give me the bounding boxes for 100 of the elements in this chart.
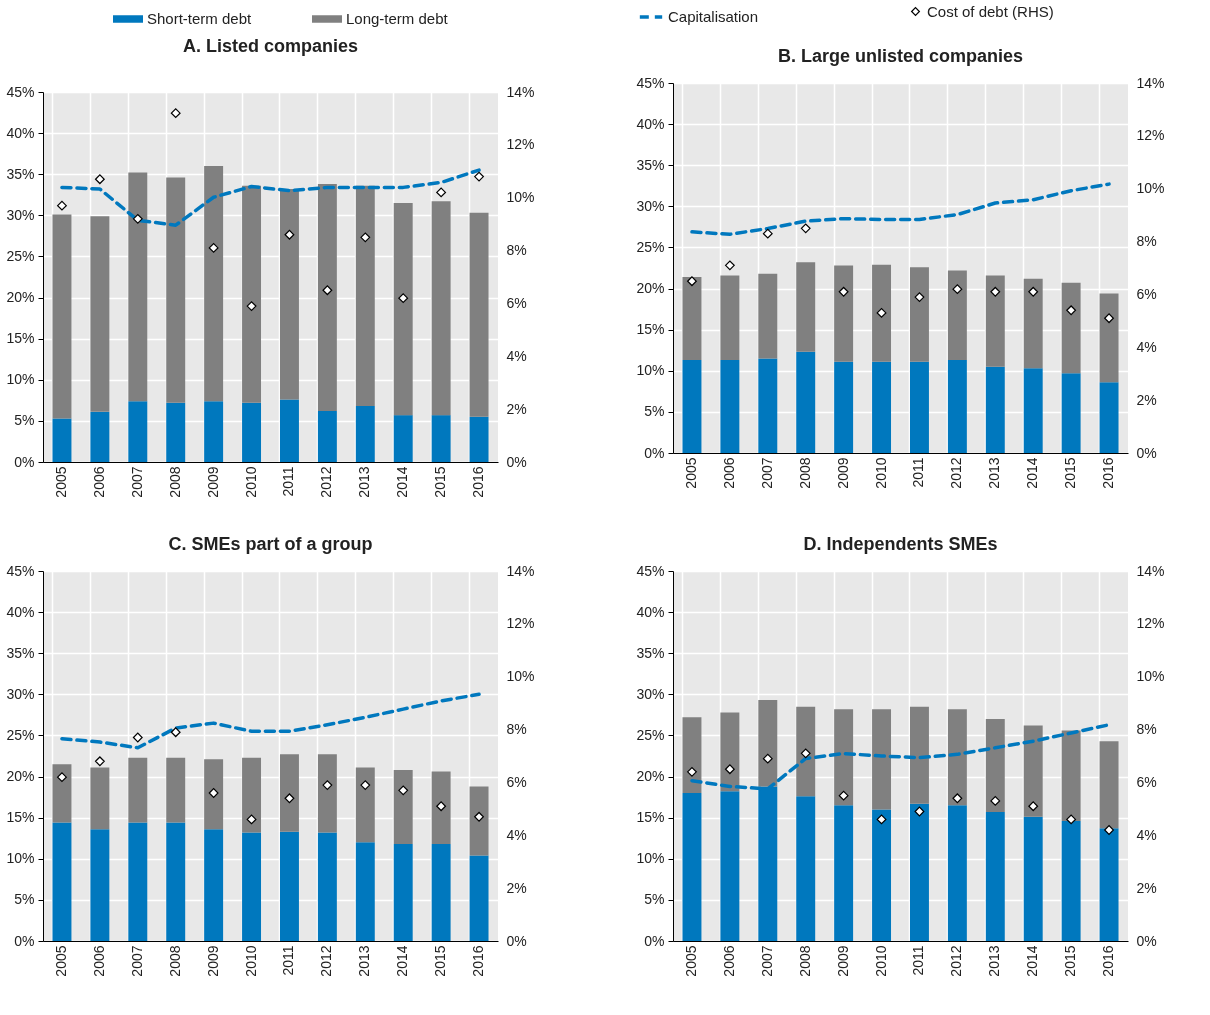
y-tick-label: 35% — [636, 644, 665, 661]
point — [474, 811, 484, 822]
x-tick-label: 2010 — [242, 945, 259, 977]
bar — [317, 184, 337, 412]
bar — [682, 360, 702, 453]
x-tick-label: 2013 — [356, 466, 373, 498]
point — [1028, 286, 1039, 297]
bar — [242, 832, 262, 941]
bar — [317, 411, 337, 462]
point — [170, 727, 181, 738]
bar — [985, 366, 1005, 453]
y-tick-label: 45% — [6, 83, 35, 100]
x-tick-label: 2016 — [1100, 457, 1117, 489]
y2-tick-label: 0% — [506, 932, 527, 949]
point — [398, 293, 409, 304]
x-tick-label: 2014 — [394, 466, 411, 498]
x-tick-label: 2012 — [948, 457, 965, 489]
line-series — [60, 692, 481, 750]
bar — [720, 275, 740, 361]
bar — [431, 201, 451, 416]
y-tick-label: 5% — [14, 891, 35, 908]
point — [800, 748, 811, 759]
y2-tick-label: 10% — [506, 668, 535, 685]
point — [208, 243, 219, 253]
y-tick-label: 5% — [14, 412, 35, 429]
point — [952, 793, 963, 804]
y-tick-label: 35% — [636, 156, 665, 173]
y-tick-label: 20% — [636, 280, 665, 297]
bar — [1061, 820, 1081, 941]
y2-tick-label: 0% — [1136, 932, 1157, 949]
y2-tick-label: 6% — [506, 294, 527, 311]
y2-tick-label: 12% — [1136, 127, 1165, 144]
bar — [834, 709, 854, 806]
y2-tick-label: 8% — [1136, 721, 1157, 738]
x-tick-label: 2006 — [90, 945, 107, 977]
x-tick-label: 2009 — [204, 945, 221, 977]
point — [724, 260, 735, 271]
y2-tick-label: 2% — [1136, 391, 1157, 408]
x-tick-label: 2005 — [52, 945, 69, 977]
bar — [682, 717, 702, 793]
bar — [834, 361, 854, 453]
bar — [204, 829, 224, 941]
bar — [431, 843, 451, 941]
point — [914, 292, 925, 302]
bar — [872, 809, 892, 941]
bar — [985, 719, 1005, 812]
point — [1104, 313, 1114, 324]
point — [246, 301, 257, 311]
point — [57, 772, 67, 783]
point — [170, 108, 181, 119]
bar — [834, 265, 854, 362]
y2-tick-label: 14% — [506, 83, 535, 100]
bar — [469, 855, 489, 941]
bar — [393, 203, 413, 416]
point — [398, 785, 409, 796]
bar — [1099, 293, 1119, 383]
bar — [985, 275, 1005, 367]
y2-tick-label: 12% — [506, 136, 535, 153]
y2-tick-label: 6% — [1136, 285, 1157, 302]
bar — [909, 803, 929, 941]
x-tick-label: 2010 — [872, 457, 889, 489]
x-tick-label: 2008 — [796, 945, 813, 977]
x-tick-label: 2009 — [834, 945, 851, 977]
bar — [682, 277, 702, 361]
y-tick-label: 5% — [644, 403, 665, 420]
y-tick-label: 25% — [6, 726, 35, 743]
y2-tick-label: 2% — [506, 879, 527, 896]
bar — [166, 177, 186, 403]
point — [914, 806, 925, 817]
y-tick-label: 30% — [636, 685, 665, 702]
bar — [1023, 278, 1043, 369]
point — [838, 286, 849, 297]
bar — [128, 401, 148, 462]
y-tick-label: 20% — [636, 768, 665, 785]
y-tick-label: 25% — [636, 238, 665, 255]
y-tick-label: 15% — [6, 330, 35, 347]
bar — [90, 216, 110, 412]
x-tick-label: 2009 — [204, 466, 221, 498]
bar — [317, 754, 337, 833]
bar — [1099, 741, 1119, 829]
x-tick-label: 2016 — [1100, 945, 1117, 977]
x-tick-label: 2013 — [356, 945, 373, 977]
y-tick-label: 5% — [644, 891, 665, 908]
bar — [872, 361, 892, 453]
bar — [128, 172, 148, 402]
point — [246, 814, 257, 825]
y-tick-label: 45% — [636, 74, 665, 91]
bar — [90, 767, 110, 830]
chart-title: A. Listed companies — [182, 36, 359, 56]
y2-tick-label: 14% — [1136, 74, 1165, 91]
bar — [872, 709, 892, 810]
x-tick-label: 2015 — [432, 945, 449, 977]
point — [952, 284, 963, 295]
bar — [279, 754, 299, 832]
x-tick-label: 2006 — [720, 945, 737, 977]
bar — [1023, 816, 1043, 941]
x-tick-label: 2007 — [758, 457, 775, 489]
point — [876, 814, 887, 825]
y2-tick-label: 6% — [1136, 773, 1157, 790]
bar — [355, 185, 375, 407]
